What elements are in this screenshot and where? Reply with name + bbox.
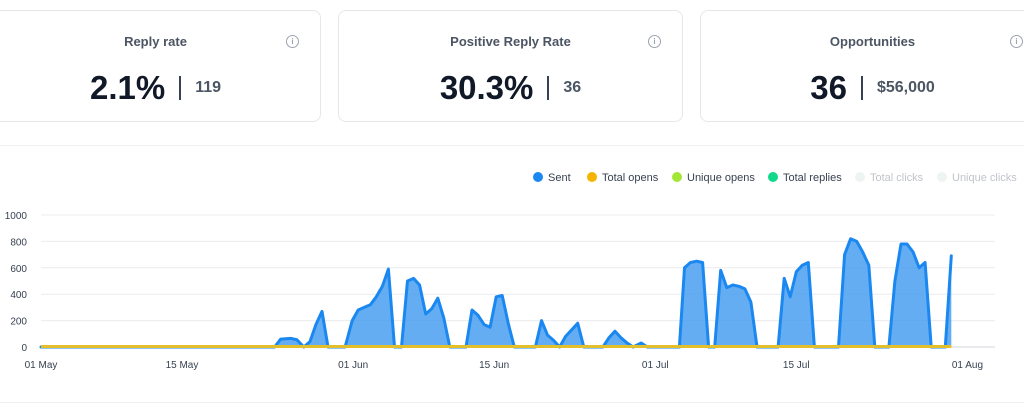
card-value: 2.1% [89,69,166,106]
legend-dot-icon [937,172,947,182]
legend-item-unique-clicks[interactable]: Unique clicks [937,172,1017,184]
legend-item-total-opens[interactable]: Total opens [587,172,658,184]
legend-dot-icon [533,172,543,182]
y-tick-label: 800 [10,237,27,248]
sent-area-fill [41,238,952,347]
legend-item-sent[interactable]: Sent [533,172,571,184]
legend-label: Unique clicks [952,172,1017,184]
legend-dot-icon [855,172,865,182]
card-title: Reply rate [124,34,187,49]
x-tick-label: 15 Jun [479,360,509,371]
card-metric: 30.3% 36 [339,69,682,107]
x-tick-label: 01 Jul [642,360,669,371]
card-divider [179,76,182,100]
bottom-divider [0,402,1024,403]
info-icon[interactable]: i [1010,35,1023,48]
legend-dot-icon [768,172,778,182]
legend-label: Total clicks [870,172,924,184]
card-value: 36 [810,69,847,106]
opportunities-card: Opportunities i 36 $56,000 [700,10,1024,122]
legend-item-total-clicks[interactable]: Total clicks [855,172,923,184]
x-tick-label: 01 Aug [952,360,983,371]
card-metric: 36 $56,000 [701,69,1024,107]
y-tick-label: 400 [10,290,27,301]
card-divider [860,76,863,100]
info-icon[interactable]: i [648,35,661,48]
card-metric: 2.1% 119 [0,69,320,107]
legend-label: Unique opens [687,172,755,184]
legend-label: Total opens [602,172,659,184]
legend-label: Total replies [783,172,842,184]
y-tick-label: 200 [10,317,27,328]
card-subvalue: 36 [563,79,582,96]
legend-dot-icon [672,172,682,182]
card-value: 30.3% [439,69,534,106]
y-tick-label: 1000 [5,211,28,222]
legend-item-unique-opens[interactable]: Unique opens [672,172,755,184]
sent-area-chart: 1000 800 600 400 200 0 01 May 15 May 01 Jun 15 Ju… [5,211,995,371]
legend-item-total-replies[interactable]: Total replies [768,172,842,184]
chart-panel [0,145,1024,401]
card-subvalue: $56,000 [876,79,935,96]
y-tick-label: 600 [10,264,27,275]
card-title: Positive Reply Rate [450,34,571,49]
card-subvalue: 119 [195,79,222,96]
legend-label: Sent [548,172,571,184]
positive-reply-rate-card: Positive Reply Rate i 30.3% 36 [338,10,683,122]
reply-rate-card: Reply rate i 2.1% 119 [0,10,321,122]
chart-legend: Sent Total opens Unique opens Total repl… [0,172,1024,186]
y-tick-label: 0 [21,343,27,354]
x-tick-label: 15 May [166,360,199,371]
x-tick-label: 01 May [25,360,58,371]
info-icon[interactable]: i [286,35,299,48]
card-divider [547,76,550,100]
card-title: Opportunities [829,34,916,49]
x-tick-label: 01 Jun [338,360,368,371]
legend-dot-icon [587,172,597,182]
x-tick-label: 15 Jul [783,360,810,371]
